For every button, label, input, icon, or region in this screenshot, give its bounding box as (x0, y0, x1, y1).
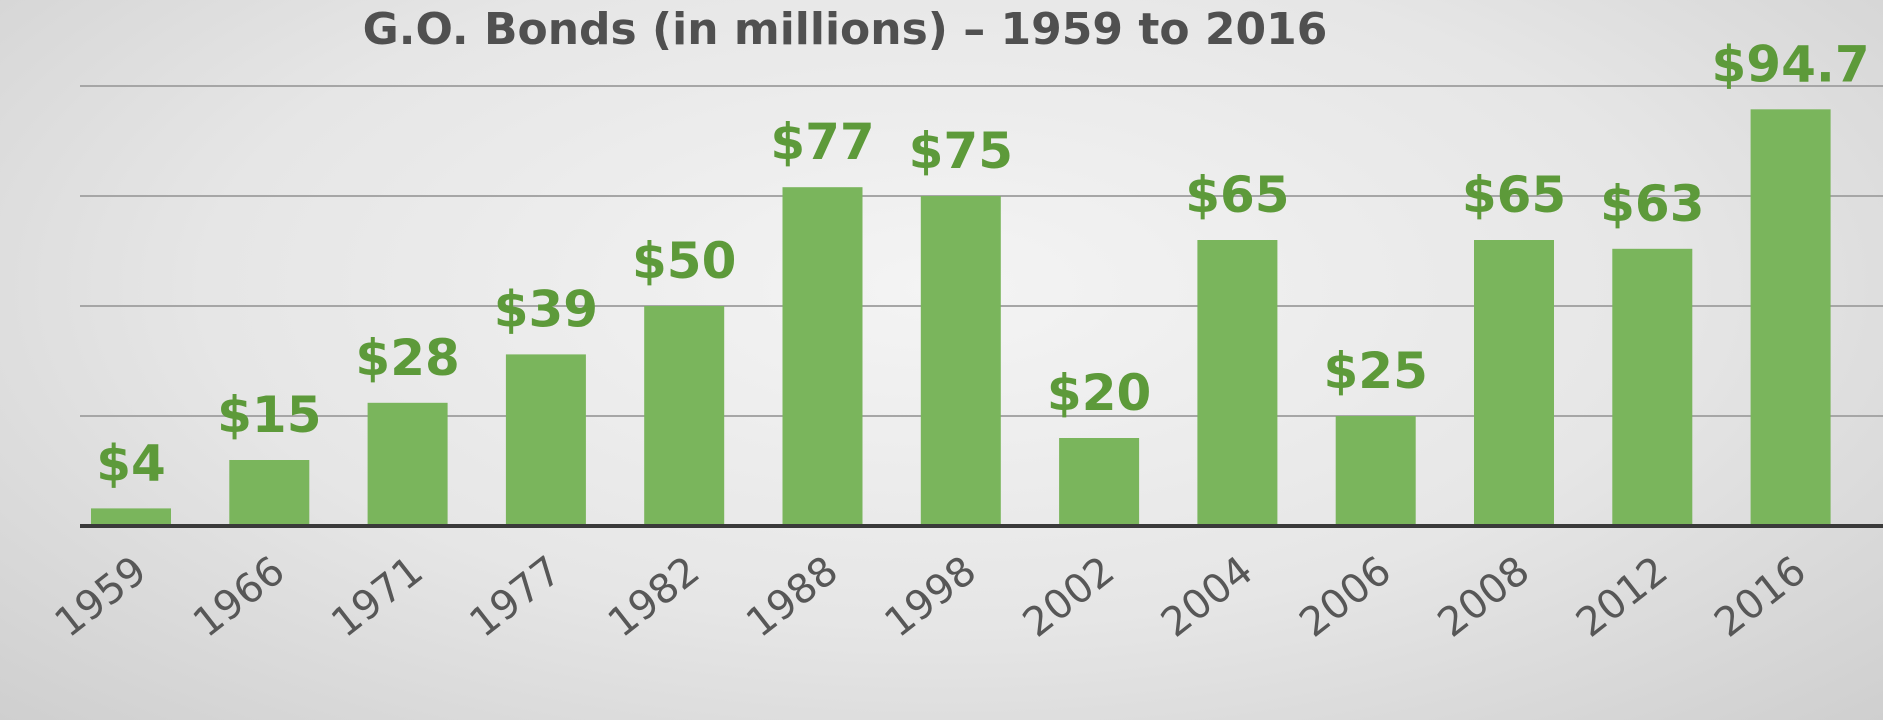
x-tick-label: 1977 (462, 548, 571, 647)
bar-value-label: $65 (1185, 166, 1289, 224)
bar (1750, 109, 1831, 526)
x-tick-label: 2008 (1430, 548, 1539, 647)
bar-value-label: $20 (1047, 364, 1151, 422)
data-labels: $4 $15 $28 $39 $50 $77 $75 $20 $65 $25 $65 $63 $94.7 (96, 35, 1869, 492)
bars (91, 109, 1831, 527)
bar (1197, 240, 1278, 526)
x-tick-label: 2012 (1568, 548, 1677, 647)
bar-value-label: $65 (1462, 166, 1566, 224)
x-tick-label: 1966 (185, 548, 294, 647)
bar-value-label: $39 (494, 280, 598, 338)
bar (367, 402, 448, 526)
bar (920, 196, 1001, 526)
bar (644, 306, 725, 526)
chart-title: G.O. Bonds (in millions) – 1959 to 2016 (362, 4, 1328, 55)
x-tick-label: 2002 (1015, 548, 1124, 647)
bar-value-label: $77 (770, 113, 874, 171)
bar-value-label: $28 (355, 329, 459, 387)
bar (1474, 240, 1554, 526)
x-tick-label: 1998 (876, 548, 985, 647)
bar-value-label: $15 (217, 386, 321, 444)
x-tick-label: 1959 (47, 548, 156, 647)
bar (1059, 438, 1140, 526)
x-tick-labels: 1959 1966 1971 1977 1982 1988 1998 2002 2004 2006… (47, 548, 1815, 647)
x-tick-label: 2004 (1153, 548, 1262, 647)
x-tick-label: 1982 (600, 548, 709, 647)
x-tick-label: 1988 (738, 548, 847, 647)
bar-value-label: $75 (909, 122, 1013, 180)
x-tick-label: 1971 (323, 548, 432, 647)
bar (91, 508, 171, 526)
bar (229, 460, 310, 526)
bar-value-label: $63 (1600, 175, 1704, 233)
bar-value-label: $4 (96, 434, 166, 492)
bar-value-label: $25 (1324, 342, 1428, 400)
bar-value-label: $50 (632, 232, 736, 290)
x-tick-label: 2006 (1291, 548, 1400, 647)
bar (1335, 416, 1416, 526)
bar (505, 354, 586, 526)
x-tick-label: 2016 (1706, 548, 1815, 647)
bar (1612, 248, 1693, 527)
bar-value-label: $94.7 (1712, 35, 1870, 93)
bar (782, 187, 863, 526)
